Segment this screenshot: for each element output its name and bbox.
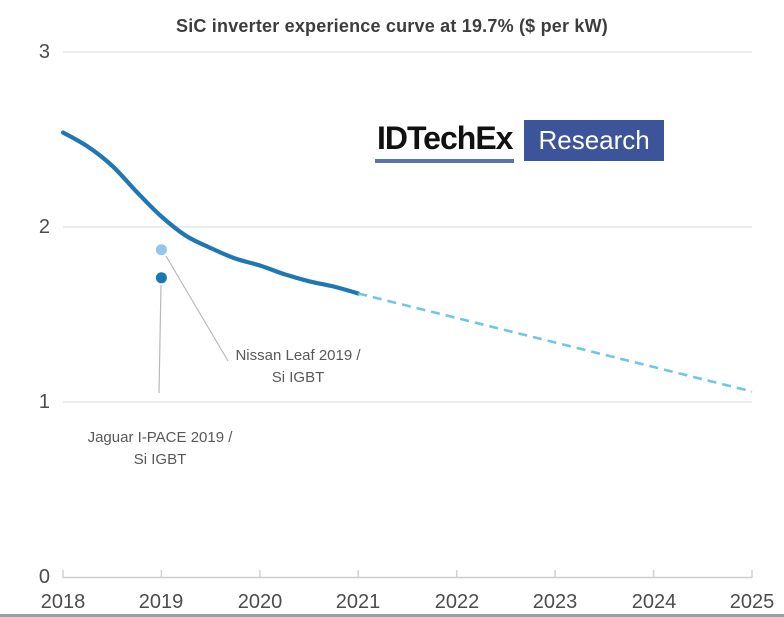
idtechex-logo: IDTechEx Research — [375, 120, 664, 163]
x-tick-label-2018: 2018 — [40, 591, 86, 613]
nissan-leader-line — [165, 255, 229, 362]
jaguar-annotation-line2: Si IGBT — [133, 451, 187, 468]
x-tick-label-2023: 2023 — [532, 591, 578, 613]
y-tick-label-1: 1 — [38, 391, 50, 413]
jaguar-annotation: Jaguar I-PACE 2019 / Si IGBT — [75, 427, 245, 471]
experience-curve-dashed-forecast — [357, 292, 753, 393]
nissan-annotation-line2: Si IGBT — [271, 369, 325, 386]
annotation-leader-lines — [158, 255, 229, 394]
x-tick-label-2019: 2019 — [138, 591, 184, 613]
y-tick-label-0: 0 — [38, 566, 50, 588]
x-tick-label-2024: 2024 — [631, 591, 677, 613]
x-tick-label-2021: 2021 — [335, 591, 381, 613]
jaguar-leader-line — [158, 284, 162, 394]
x-tick-label-2025: 2025 — [729, 591, 775, 613]
nissan-leaf-data-point — [155, 244, 167, 256]
jaguar-annotation-line1: Jaguar I-PACE 2019 / — [87, 429, 233, 446]
nissan-annotation-line1: Nissan Leaf 2019 / — [235, 347, 361, 364]
nissan-annotation: Nissan Leaf 2019 / Si IGBT — [213, 345, 383, 389]
x-tick-label-2020: 2020 — [237, 591, 283, 613]
image-bottom-edge — [0, 614, 784, 617]
x-axis-ticks — [62, 570, 753, 578]
y-tick-label-2: 2 — [38, 216, 50, 238]
idtechex-logo-text: IDTechEx — [375, 120, 515, 163]
experience-curve-solid — [60, 130, 361, 296]
y-tick-label-3: 3 — [38, 41, 50, 63]
chart-title: SiC inverter experience curve at 19.7% (… — [176, 16, 608, 36]
idtechex-research-badge: Research — [524, 120, 664, 161]
x-axis — [62, 570, 753, 579]
horizontal-gridlines — [63, 51, 752, 403]
jaguar-ipace-data-point — [155, 272, 167, 284]
x-tick-label-2022: 2022 — [434, 591, 480, 613]
